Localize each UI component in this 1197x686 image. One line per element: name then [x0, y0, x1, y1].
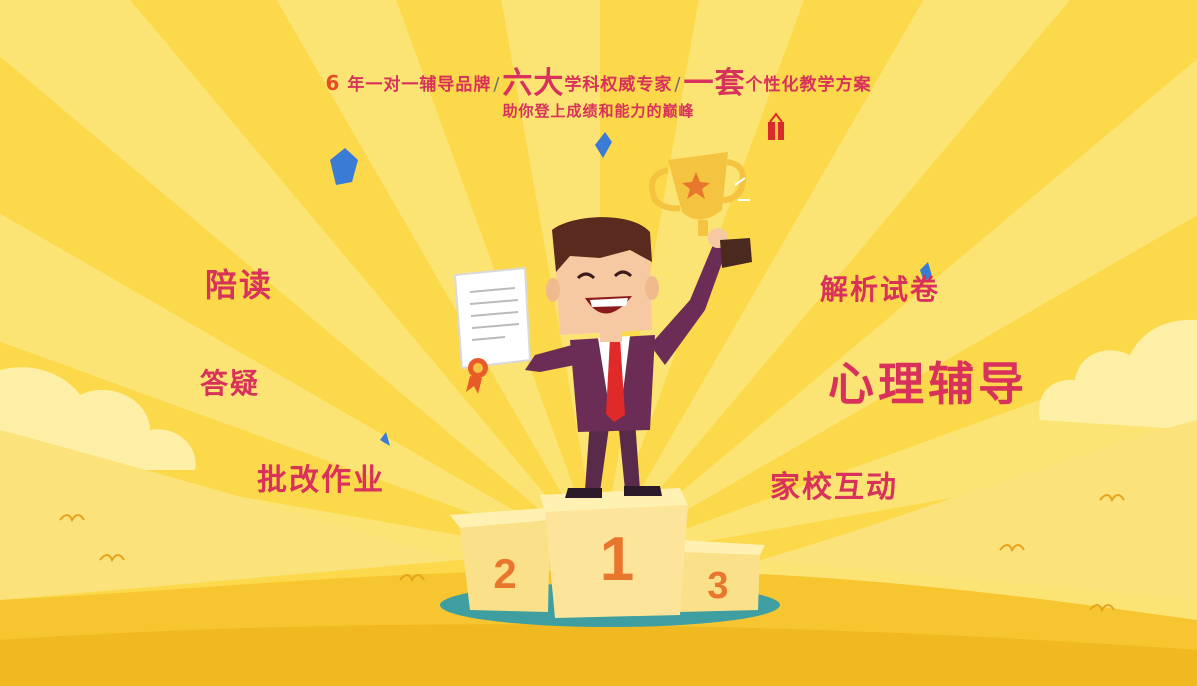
headline-part-3: 个性化教学方案 — [745, 75, 872, 95]
gem-icon — [330, 148, 358, 185]
service-homework: 批改作业 — [257, 463, 385, 498]
podium-second-number: 2 — [493, 550, 516, 597]
podium-first-number: 1 — [600, 525, 634, 594]
back-hill-right — [760, 420, 1197, 600]
hill-shade — [0, 624, 1197, 686]
headline-emphasis-2: 一套 — [683, 66, 746, 101]
service-home-school: 家校互动 — [770, 470, 898, 505]
subline: 助你登上成绩和能力的巅峰 — [502, 102, 695, 120]
headline: 6 年一对一辅导品牌/六大学科权威专家/一套个性化教学方案 — [0, 58, 1197, 102]
gem-icon — [920, 262, 932, 282]
headline-separator-1: / — [493, 74, 501, 95]
gift-box-icon — [768, 112, 784, 140]
certificate-icon — [453, 266, 532, 394]
sun-ray — [600, 0, 1070, 560]
podium-second: 2 — [450, 508, 550, 612]
businessman-figure — [525, 217, 728, 498]
headline-part-2: 学科权威专家 — [564, 75, 673, 95]
sun-ray — [600, 0, 804, 560]
right-cloud — [1039, 319, 1197, 430]
headline-separator-2: / — [674, 74, 682, 95]
headline-emphasis-1: 六大 — [502, 66, 565, 101]
trophy-icon — [649, 152, 752, 268]
sun-ray — [0, 0, 600, 560]
sun-ray — [0, 213, 600, 560]
grass-tufts — [59, 494, 1125, 613]
headline-years-number: 6 — [325, 71, 341, 95]
podium-third: 3 — [678, 540, 765, 612]
podium-first: 1 — [540, 488, 688, 618]
service-accompany: 陪读 — [205, 266, 274, 304]
gem-icon — [380, 432, 390, 446]
service-exam-analysis: 解析试卷 — [820, 273, 941, 306]
sun-ray — [276, 0, 600, 560]
service-qa: 答疑 — [200, 367, 261, 400]
service-psych-counsel: 心理辅导 — [828, 357, 1028, 411]
gem-icon — [595, 132, 612, 158]
podium-third-number: 3 — [707, 565, 728, 607]
headline-part-1: 年一对一辅导品牌 — [347, 75, 492, 95]
